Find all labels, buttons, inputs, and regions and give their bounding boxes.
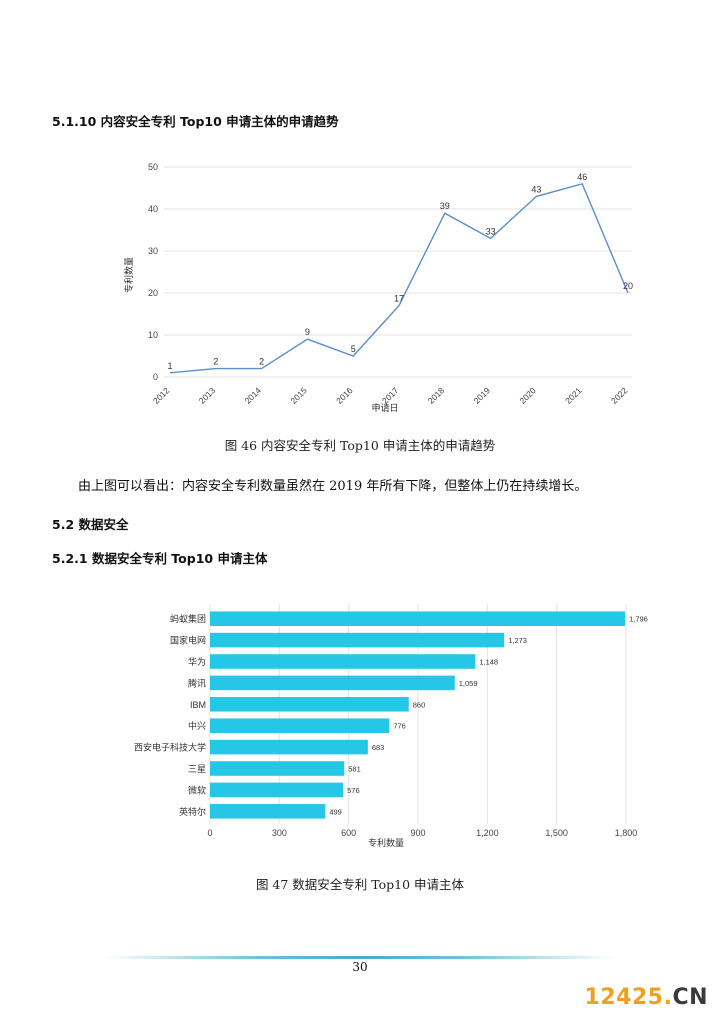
footer-divider [104, 956, 616, 959]
line-chart-data-label: 17 [394, 294, 404, 304]
bar-chart-bar [210, 654, 476, 669]
line-chart-data-label: 43 [531, 184, 541, 194]
section-heading-5-1-10: 5.1.10 内容安全专利 Top10 申请主体的申请趋势 [52, 114, 339, 129]
line-chart-x-tick: 2015 [288, 385, 309, 406]
watermark-logo: 12425.CN [585, 985, 708, 1010]
line-chart-data-label: 20 [623, 281, 633, 291]
bar-chart-bar [210, 697, 409, 712]
line-chart-y-tick: 0 [153, 372, 158, 382]
line-chart-x-tick: 2022 [609, 385, 630, 406]
line-chart-data-label: 9 [305, 327, 310, 337]
section-heading-5-2: 5.2 数据安全 [52, 517, 129, 532]
line-chart-y-axis-label: 专利数量 [123, 257, 134, 293]
line-chart-y-tick: 20 [148, 288, 158, 298]
bar-chart-value-label: 1,273 [508, 636, 527, 645]
bar-chart-x-ticks: 0 300 600 900 1,200 1,500 1,800 [207, 828, 637, 838]
bar-chart-category-label: 三星 [188, 764, 206, 774]
bar-chart-x-tick: 1,800 [615, 828, 638, 838]
bar-chart-x-tick: 300 [272, 828, 287, 838]
bar-chart-x-tick: 1,500 [545, 828, 568, 838]
bar-chart-bar [210, 761, 345, 776]
bar-chart-x-tick: 1,200 [476, 828, 499, 838]
watermark-main: 12425. [584, 985, 673, 1010]
bar-chart-value-labels: 1,796 1,273 1,148 1,059 860 776 683 581 576 499 [329, 615, 648, 817]
bar-chart-category-label: 英特尔 [179, 806, 206, 817]
page-number: 30 [352, 960, 368, 974]
line-chart-x-tick: 2014 [243, 385, 264, 406]
bar-chart-value-label: 860 [413, 700, 426, 709]
line-chart-x-tick: 2021 [563, 385, 584, 406]
bar-chart-category-label: IBM [190, 700, 206, 710]
line-chart-x-axis-label: 申请日 [371, 402, 398, 413]
bar-chart-category-label: 国家电网 [170, 635, 206, 646]
line-chart-x-tick: 2018 [426, 385, 447, 406]
bar-chart-category-label: 微软 [188, 784, 206, 795]
line-chart-x-tick: 2016 [334, 385, 355, 406]
line-chart-y-tick: 10 [148, 330, 158, 340]
bar-chart-category-label: 西安电子科技大学 [134, 742, 206, 753]
bar-chart-x-tick: 0 [207, 828, 212, 838]
bar-chart-bar [210, 675, 455, 691]
bar-chart-category-label: 中兴 [188, 720, 206, 731]
bar-chart-category-label: 华为 [188, 656, 206, 667]
line-chart-data-label: 1 [167, 361, 172, 371]
line-chart-x-tick: 2020 [517, 385, 538, 406]
bar-chart-value-label: 576 [347, 786, 360, 795]
line-chart-y-tick: 30 [148, 246, 158, 256]
body-paragraph: 由上图可以看出：内容安全专利数量虽然在 2019 年所有下降，但整体上仍在持续增… [78, 479, 588, 494]
bar-chart-value-label: 1,059 [459, 679, 478, 688]
line-chart-data-label: 39 [440, 201, 450, 211]
line-chart-y-tick: 50 [148, 162, 158, 172]
bar-chart-bar [210, 611, 626, 626]
watermark-suffix: CN [672, 985, 708, 1010]
bar-chart-bar [210, 739, 368, 755]
line-chart-x-tick: 2012 [151, 385, 172, 406]
line-chart-y-tick: 40 [148, 204, 158, 214]
bar-chart-bar [210, 718, 390, 733]
section-heading-5-2-1: 5.2.1 数据安全专利 Top10 申请主体 [52, 551, 268, 566]
line-chart-data-label: 33 [486, 226, 496, 236]
line-chart-x-tick: 2013 [197, 385, 218, 406]
bar-chart-bar [210, 782, 344, 798]
line-chart-y-ticks: 0 10 20 30 40 50 [148, 162, 158, 382]
figure-caption-47: 图 47 数据安全专利 Top10 申请主体 [255, 877, 465, 892]
bar-chart-value-label: 1,796 [629, 615, 648, 624]
bar-chart-value-label: 683 [372, 743, 385, 752]
line-chart-data-labels: 1 2 2 9 5 17 39 33 43 46 20 [167, 172, 633, 371]
bar-chart-bar [210, 632, 505, 648]
bar-chart-x-tick: 900 [410, 828, 425, 838]
bar-chart-category-label: 腾讯 [188, 677, 206, 688]
line-chart-grid [164, 166, 632, 378]
bar-chart-value-label: 776 [393, 722, 406, 731]
bar-chart-x-axis-label: 专利数量 [368, 837, 404, 848]
line-chart-data-label: 5 [351, 344, 356, 354]
line-chart-data-label: 2 [259, 357, 264, 367]
bar-chart-bar [210, 804, 326, 819]
bar-chart-value-label: 499 [329, 807, 342, 816]
figure-caption-46: 图 46 内容安全专利 Top10 申请主体的申请趋势 [224, 438, 496, 453]
line-chart-x-tick: 2019 [472, 385, 493, 406]
line-chart-data-label: 46 [577, 172, 587, 182]
bar-chart-value-label: 1,148 [479, 658, 498, 667]
bar-chart-category-label: 蚂蚁集团 [170, 613, 206, 624]
line-chart-series-line [169, 182, 629, 374]
bar-chart-value-label: 581 [348, 765, 361, 774]
bar-chart-bars [210, 611, 626, 819]
bar-chart-x-tick: 600 [341, 828, 356, 838]
line-chart-data-label: 2 [213, 357, 218, 367]
